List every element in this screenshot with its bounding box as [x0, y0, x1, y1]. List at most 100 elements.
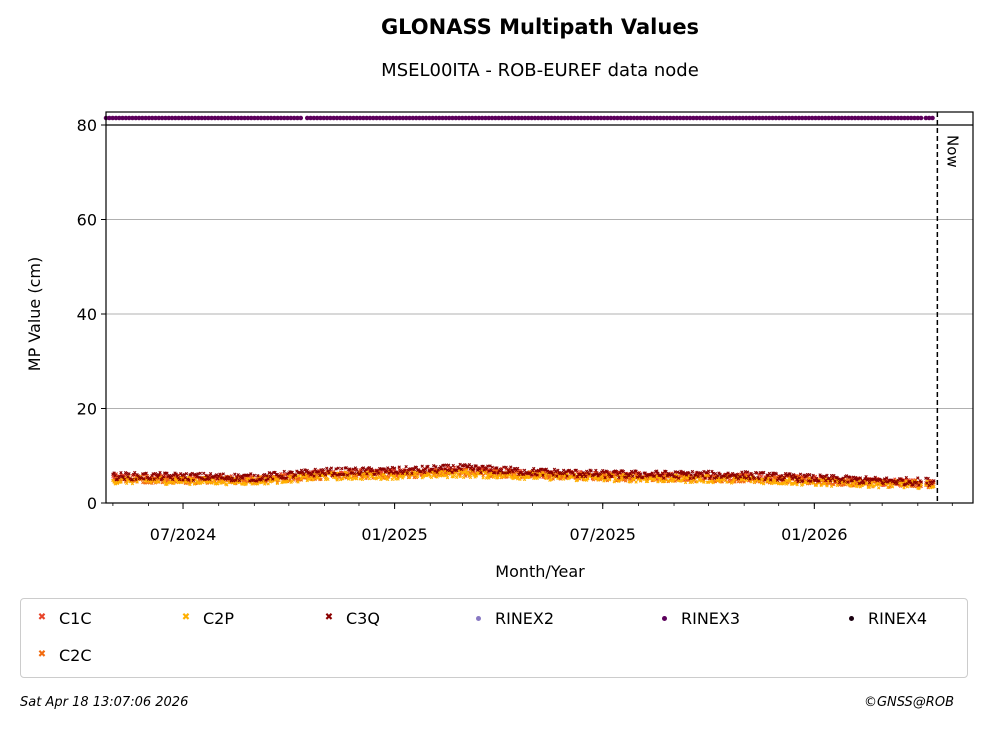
- data-point: [689, 473, 693, 477]
- data-point: [797, 476, 802, 480]
- data-point: [157, 473, 161, 477]
- data-point: [350, 477, 354, 482]
- data-point: [583, 474, 588, 479]
- data-point: [551, 477, 555, 481]
- data-point: [643, 471, 647, 475]
- data-point: [867, 480, 872, 485]
- data-point: [502, 475, 506, 479]
- data-point: [182, 472, 186, 477]
- data-point: [829, 484, 834, 488]
- data-point: [694, 473, 698, 477]
- data-point: [338, 477, 343, 482]
- data-point: [130, 477, 135, 482]
- data-point: [522, 468, 527, 472]
- data-point: [712, 476, 716, 481]
- data-point: [706, 480, 711, 484]
- data-point: [825, 484, 829, 488]
- data-point: [831, 476, 835, 481]
- plot-area: 0 20 40 60 80 07/2024 01/2025 07/2025 01/2026 No…: [25, 111, 974, 581]
- data-point: [479, 470, 483, 475]
- data-point: [845, 480, 850, 484]
- data-point: [121, 475, 125, 479]
- data-point: [656, 471, 660, 475]
- data-point: [490, 465, 495, 470]
- data-point: [446, 463, 451, 467]
- data-point: [809, 479, 813, 483]
- data-point: [312, 474, 316, 478]
- data-point: [345, 473, 350, 477]
- data-point: [215, 476, 220, 481]
- footer-credit: ©GNSS@ROB: [863, 695, 954, 710]
- data-point: [125, 471, 129, 476]
- data-point: [122, 477, 127, 482]
- data-point: [742, 475, 746, 480]
- data-point: [610, 474, 614, 478]
- data-point: [601, 476, 605, 481]
- data-point: [119, 480, 123, 484]
- data-point: [725, 475, 729, 480]
- data-point: [225, 483, 229, 487]
- data-point: [550, 471, 554, 475]
- data-point: [560, 472, 565, 476]
- data-point: [402, 474, 406, 478]
- data-point: [703, 476, 707, 480]
- data-point: [198, 471, 202, 476]
- data-point: [587, 472, 591, 476]
- data-point: [740, 470, 744, 474]
- data-point: [718, 480, 722, 484]
- data-point: [837, 483, 842, 487]
- data-point: [776, 476, 781, 481]
- data-point: [925, 481, 929, 485]
- data-point: [168, 480, 173, 485]
- data-point: [548, 475, 552, 479]
- data-point: [718, 472, 722, 477]
- data-point: [747, 474, 751, 479]
- data-point: [364, 467, 368, 472]
- legend-item-c3q: ✖ C3Q: [324, 607, 380, 629]
- data-point: [750, 472, 754, 477]
- data-point: [589, 469, 593, 473]
- data-point: [440, 467, 444, 471]
- data-point: [808, 481, 812, 486]
- data-point: [184, 471, 189, 476]
- data-point: [389, 473, 393, 478]
- data-point: [305, 468, 309, 473]
- data-point: [142, 477, 146, 481]
- data-point: [415, 474, 420, 479]
- now-marker: Now: [936, 112, 961, 503]
- data-point: [518, 477, 522, 482]
- data-point: [556, 468, 560, 473]
- data-point: [890, 485, 895, 489]
- data-point: [837, 480, 842, 485]
- data-point: [855, 484, 859, 489]
- x-tick-label: 07/2025: [570, 525, 636, 544]
- data-point: [403, 468, 407, 473]
- data-point: [405, 472, 409, 476]
- data-point: [464, 468, 468, 473]
- data-point: [863, 477, 867, 481]
- data-point: [390, 465, 395, 470]
- data-point: [475, 468, 480, 472]
- data-point: [254, 479, 259, 483]
- data-point: [514, 474, 519, 479]
- data-point: [119, 471, 123, 475]
- data-point: [352, 471, 357, 476]
- data-point: [565, 474, 569, 478]
- data-point: [113, 482, 117, 486]
- data-point: [696, 474, 700, 479]
- data-point: [323, 473, 328, 477]
- data-point: [387, 471, 391, 475]
- data-point: [593, 472, 597, 477]
- data-point: [420, 464, 424, 468]
- data-point: [665, 473, 669, 478]
- data-point: [373, 472, 377, 476]
- data-point: [873, 475, 877, 479]
- data-point: [432, 463, 436, 468]
- data-point: [144, 471, 148, 475]
- data-point: [269, 471, 274, 476]
- data-point: [789, 474, 794, 478]
- data-point: [466, 470, 470, 475]
- data-point: [207, 477, 212, 481]
- data-point: [706, 469, 711, 473]
- data-point: [717, 476, 721, 481]
